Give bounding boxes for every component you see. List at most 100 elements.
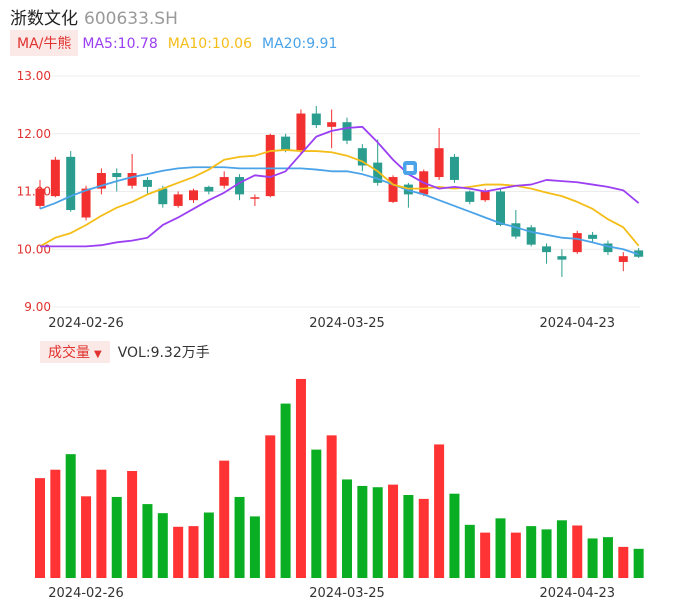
stock-header: 浙数文化 600633.SH [10,4,178,29]
volume-bar [342,479,352,578]
volume-bar [234,496,245,578]
volume-bar [495,518,506,578]
candle-body [250,197,260,199]
candle-body [173,194,183,206]
candle-body [66,156,76,210]
candle-body [235,177,245,195]
candle-body [449,156,459,180]
volume-bar [602,537,613,578]
candle-body [388,177,398,202]
volume-bar [418,498,429,578]
volume-bar [556,520,567,578]
volume-bar [572,525,583,578]
price-date-label: 2024-02-26 [48,316,124,331]
stock-code: 600633.SH [84,9,178,29]
volume-bar [203,512,214,578]
ma20-line [39,166,639,256]
candle-body [112,173,122,178]
candle-body [465,191,475,202]
volume-bar [434,444,445,578]
event-marker[interactable] [403,161,417,175]
volume-bar [541,529,552,578]
ma5-label: MA5:10.78 [82,36,158,52]
candle-body [35,188,45,206]
volume-bar [449,493,460,578]
candle-body [127,173,137,186]
candle-body [357,148,367,166]
price-date-label: 2024-03-25 [309,316,385,331]
price-tick-label: 9.00 [24,300,51,314]
volume-bar [480,532,491,578]
volume-bar [265,435,276,578]
volume-bar [96,469,107,578]
candle-body [480,191,490,201]
price-tick-label: 13.00 [17,69,51,83]
candle-body [588,234,598,239]
volume-date-label: 2024-02-26 [48,586,124,601]
volume-bar [50,469,61,578]
price-date-label: 2024-04-23 [539,316,615,331]
candle-body [219,177,229,186]
volume-bar [510,532,521,578]
price-tick-label: 12.00 [17,127,51,141]
price-grid [52,75,640,308]
volume-bar [188,526,199,578]
price-date-axis: 2024-02-26 2024-03-25 2024-04-23 [48,316,615,331]
volume-legend: 成交量 ▼ VOL:9.32万手 [40,341,210,363]
ma-legend: MA/牛熊 MA5:10.78 MA10:10.06 MA20:9.91 [10,30,347,56]
volume-bar [357,485,368,578]
stock-name: 浙数文化 [10,9,78,29]
candle-body [189,190,198,201]
volume-indicator-selector[interactable]: 成交量 ▼ [40,341,110,363]
candle-body [50,159,60,197]
candle-body [265,134,275,197]
volume-value: VOL:9.32万手 [117,345,210,361]
volume-date-axis: 2024-02-26 2024-03-25 2024-04-23 [48,586,615,601]
volume-date-label: 2024-04-23 [539,586,615,601]
volume-bar [142,504,153,578]
candlestick-series [35,106,644,277]
ma-indicator-selector[interactable]: MA/牛熊 [10,30,79,56]
volume-bar [173,526,184,578]
volume-bar [403,495,414,578]
ma20-label: MA20:9.91 [262,36,338,52]
volume-bar [464,524,475,578]
candle-body [618,256,628,262]
volume-bar [372,487,383,578]
candle-body [142,179,152,187]
volume-date-label: 2024-03-25 [309,586,385,601]
price-tick-label: 11.00 [17,185,51,199]
candle-body [281,136,291,150]
volume-bar [295,378,306,578]
candle-body [158,188,168,205]
volume-bar [280,403,291,578]
volume-tag-label: 成交量 [48,345,90,361]
ma10-label: MA10:10.06 [167,36,253,52]
volume-bar [249,516,260,578]
volume-bar [326,435,337,578]
volume-bar [127,471,138,578]
volume-bar [219,460,230,578]
candle-body [342,122,352,141]
event-marker-inner-icon [406,165,414,171]
volume-bar [157,513,168,578]
ma5-line [40,125,640,248]
volume-bar [633,548,644,578]
price-axis: 13.00 12.00 11.00 10.00 9.00 [17,69,51,314]
candle-body [296,113,306,152]
candle-body [511,223,521,237]
price-tick-label: 10.00 [17,242,51,256]
candle-body [311,113,321,126]
volume-bar [35,478,45,578]
candle-body [557,256,567,260]
caret-down-icon: ▼ [94,349,102,360]
volume-bar [618,546,629,578]
candle-body [96,173,106,189]
volume-bar [526,526,537,578]
volume-bar [65,454,76,578]
ma10-line [39,149,640,248]
candle-body [603,243,613,253]
volume-bar [81,496,92,578]
moving-average-lines [39,125,640,256]
